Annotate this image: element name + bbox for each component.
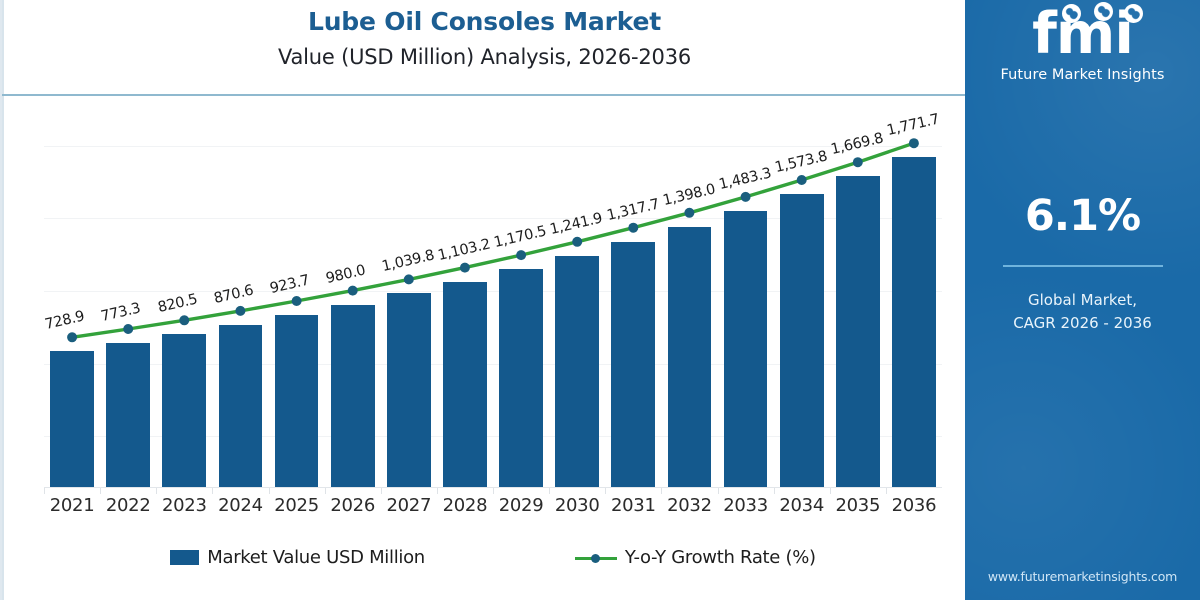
x-axis-tick — [380, 487, 382, 494]
x-axis-label: 2035 — [835, 495, 881, 516]
fmi-logo[interactable]: fmi Future Market Insights — [965, 2, 1200, 83]
x-axis-label: 2022 — [105, 495, 151, 516]
globe-icon — [1062, 4, 1082, 23]
bar[interactable] — [835, 176, 880, 487]
legend-label-growth-rate: Y-o-Y Growth Rate (%) — [624, 547, 816, 568]
x-axis-label: 2034 — [779, 495, 824, 516]
bar[interactable] — [779, 194, 824, 487]
bar[interactable] — [555, 255, 600, 487]
x-axis-tick — [100, 487, 102, 494]
cagr-caption: Global Market, CAGR 2026 - 2036 — [965, 289, 1200, 334]
x-axis-label: 2031 — [611, 495, 656, 516]
chart-legend: Market Value USD Million Y-o-Y Growth Ra… — [44, 547, 942, 568]
x-axis-line — [44, 487, 942, 488]
x-axis-tick — [773, 487, 775, 494]
bar[interactable] — [723, 210, 768, 487]
bar-slot[interactable] — [324, 124, 381, 494]
x-axis-label: 2033 — [723, 495, 768, 516]
x-axis-label: 2026 — [330, 495, 375, 516]
fmi-tagline: Future Market Insights — [1000, 67, 1165, 83]
brand-sidebar: fmi Future Market Insights 6.1% Global M… — [965, 0, 1200, 600]
x-axis-label: 2025 — [274, 495, 319, 516]
bar-slot[interactable] — [44, 124, 100, 494]
x-axis-tick — [212, 487, 214, 494]
x-axis-tick — [661, 487, 663, 494]
x-axis-tick — [829, 487, 831, 494]
globe-icon — [1124, 4, 1144, 23]
x-axis-tick — [549, 487, 551, 494]
page-title: Lube Oil Consoles Market — [307, 7, 661, 36]
bar-swatch-icon — [170, 550, 200, 565]
chart-area: 728.9 773.3 820.5 870.6 923.7 980.0 1,039.8 1,1… — [2, 96, 967, 600]
x-axis-tick — [268, 487, 270, 494]
bar[interactable] — [611, 241, 656, 487]
x-axis-tick — [493, 487, 494, 494]
divider — [1002, 265, 1163, 267]
x-axis-label: 2028 — [442, 495, 488, 516]
bar[interactable] — [274, 315, 319, 487]
bar-slot[interactable] — [773, 124, 830, 494]
x-axis-tick — [44, 487, 45, 494]
x-axis-tick — [885, 487, 887, 494]
x-axis-label: 2023 — [162, 495, 207, 516]
bar-slot[interactable] — [100, 124, 156, 494]
x-axis-label: 2030 — [554, 495, 600, 516]
bar[interactable] — [106, 343, 151, 487]
bar[interactable] — [892, 157, 936, 487]
bar[interactable] — [330, 304, 375, 487]
line-swatch-icon — [574, 551, 617, 565]
x-axis-label: 2024 — [218, 495, 263, 516]
x-axis-label: 2027 — [386, 495, 432, 516]
globe-icon — [1094, 2, 1114, 21]
bar-slot[interactable] — [885, 124, 942, 494]
bar-slot[interactable] — [829, 124, 886, 494]
website-url[interactable]: www.futuremarketinsights.com — [987, 569, 1178, 584]
bar[interactable] — [218, 324, 263, 487]
bar-slot[interactable] — [268, 124, 325, 494]
gridline — [44, 436, 942, 438]
bar-slot[interactable] — [493, 124, 549, 494]
x-axis-labels: 2021 2022 2023 2024 2025 2026 2027 2028 2029 2030… — [44, 495, 942, 516]
x-axis-label: 2029 — [498, 495, 544, 516]
bar[interactable] — [162, 334, 207, 487]
bar[interactable] — [443, 281, 487, 487]
x-axis-tick — [605, 487, 607, 494]
x-axis-tick — [717, 487, 719, 494]
page-subtitle: Value (USD Million) Analysis, 2026-2036 — [277, 45, 692, 69]
bar-slot[interactable] — [549, 124, 605, 494]
x-axis-label: 2036 — [891, 495, 937, 516]
bar-slot[interactable] — [212, 124, 268, 494]
bar[interactable] — [386, 293, 431, 487]
x-axis-label: 2032 — [667, 495, 712, 516]
x-axis-tick — [156, 487, 158, 494]
cagr-block: 6.1% Global Market, CAGR 2026 - 2036 — [965, 195, 1200, 334]
bar-slot[interactable] — [436, 124, 493, 494]
x-axis-label: 2021 — [49, 495, 95, 516]
plot-area: 728.9 773.3 820.5 870.6 923.7 980.0 1,039.8 1,1… — [44, 112, 942, 494]
bar-slot[interactable] — [156, 124, 212, 494]
bar[interactable] — [667, 226, 712, 487]
legend-label-market-value: Market Value USD Million — [207, 547, 425, 568]
bar-slot[interactable] — [380, 124, 437, 494]
gridline — [44, 363, 942, 365]
legend-item-market-value[interactable]: Market Value USD Million — [170, 547, 425, 568]
bar-slot[interactable] — [605, 124, 661, 494]
x-axis-tick — [436, 487, 438, 494]
bar[interactable] — [499, 269, 543, 487]
cagr-caption-line-1: Global Market, — [1028, 291, 1137, 309]
bar[interactable] — [50, 351, 94, 487]
cagr-caption-line-2: CAGR 2026 - 2036 — [1013, 313, 1152, 332]
legend-item-growth-rate[interactable]: Y-o-Y Growth Rate (%) — [574, 547, 816, 568]
chart-header: Lube Oil Consoles Market Value (USD Mill… — [2, 0, 967, 96]
bar-slot[interactable] — [661, 124, 717, 494]
chart-pane: Lube Oil Consoles Market Value (USD Mill… — [0, 0, 967, 600]
cagr-value: 6.1% — [1024, 191, 1141, 241]
x-axis-tick — [324, 487, 326, 494]
fmi-wordmark: fmi — [1032, 2, 1144, 63]
